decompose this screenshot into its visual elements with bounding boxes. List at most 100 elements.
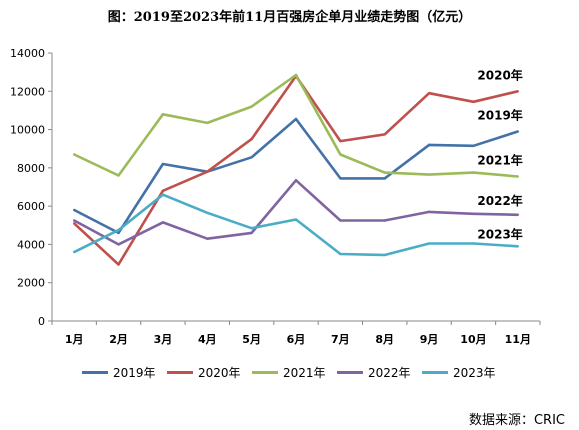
data-point	[383, 253, 386, 257]
data-point	[516, 175, 520, 178]
data-point	[206, 121, 209, 125]
data-point	[72, 208, 76, 212]
series-end-label: 2019年	[477, 107, 522, 122]
legend-label: 2020年	[198, 365, 241, 380]
legend-label: 2019年	[113, 365, 156, 380]
data-point	[72, 222, 76, 225]
data-point	[427, 143, 431, 147]
data-point	[427, 92, 431, 95]
data-point	[117, 231, 120, 235]
y-tick-label: 0	[38, 315, 45, 328]
x-tick-label: 1月	[65, 333, 84, 346]
y-tick-label: 4000	[17, 238, 45, 251]
data-point	[294, 179, 298, 182]
data-point	[206, 237, 209, 240]
data-point	[117, 263, 120, 266]
data-point	[206, 170, 209, 173]
data-point	[516, 245, 520, 248]
x-tick-label: 2月	[109, 333, 128, 346]
data-point	[339, 139, 342, 143]
data-point	[516, 213, 520, 216]
x-tick-label: 8月	[375, 333, 394, 346]
legend-label: 2021年	[283, 365, 326, 380]
data-point	[206, 211, 209, 215]
legend-label: 2023年	[453, 365, 496, 380]
data-point	[383, 219, 386, 222]
data-point	[339, 153, 342, 156]
data-point	[427, 210, 431, 214]
legend-item: 2019年	[82, 362, 156, 382]
data-point	[516, 130, 520, 133]
data-point	[161, 162, 165, 166]
legend-label: 2022年	[368, 365, 411, 380]
x-tick-label: 4月	[198, 333, 217, 346]
data-point	[250, 156, 253, 159]
data-point	[117, 228, 120, 232]
data-point	[161, 193, 165, 196]
data-source-note: 数据来源：CRIC	[468, 413, 565, 428]
legend-swatch	[252, 370, 278, 374]
series-end-label: 2020年	[477, 67, 522, 82]
data-point	[72, 219, 76, 222]
legend-item: 2021年	[252, 362, 326, 382]
y-tick-label: 12000	[10, 85, 45, 98]
data-point	[161, 113, 165, 116]
data-point	[294, 73, 298, 77]
data-point	[472, 100, 475, 104]
series-line-2020年	[73, 74, 519, 266]
x-tick-label: 3月	[154, 333, 173, 346]
data-point	[117, 174, 120, 177]
data-point	[250, 226, 253, 230]
data-point	[161, 221, 165, 224]
chart-legend: 2019年 2020年 2021年 2022年 2023年	[0, 362, 579, 382]
data-point	[383, 133, 386, 136]
chart-title: 图：2019至2023年前11月百强房企单月业绩走势图（亿元）	[107, 10, 472, 25]
x-tick-label: 6月	[287, 333, 306, 346]
y-tick-label: 8000	[17, 162, 45, 175]
data-point	[339, 252, 342, 256]
x-tick-label: 11月	[505, 333, 531, 346]
data-point	[427, 242, 431, 245]
data-point	[250, 105, 253, 108]
data-point	[472, 212, 475, 215]
data-point	[472, 144, 475, 148]
series-end-label: 2021年	[477, 152, 522, 167]
series-end-label: 2022年	[477, 193, 522, 208]
data-point	[250, 231, 253, 235]
x-tick-label: 9月	[420, 333, 439, 346]
series-line-2021年	[73, 73, 518, 178]
data-point	[294, 218, 298, 221]
data-point	[294, 117, 298, 121]
legend-swatch	[82, 370, 108, 374]
x-tick-label: 10月	[460, 333, 486, 346]
x-tick-label: 7月	[331, 333, 350, 346]
y-tick-label: 10000	[10, 124, 45, 137]
data-point	[383, 171, 386, 174]
data-point	[339, 219, 342, 222]
legend-swatch	[422, 370, 448, 374]
data-point	[427, 173, 431, 176]
data-point	[339, 177, 342, 180]
series-end-label: 2023年	[477, 226, 522, 241]
data-point	[72, 250, 76, 254]
data-point	[383, 177, 386, 180]
series-line-2023年	[73, 193, 518, 257]
line-chart: 0 2000 4000 6000 8000 10000 12000 14000 1月 2月 3月 4月…	[10, 47, 541, 346]
data-point	[472, 171, 475, 174]
legend-item: 2020年	[167, 362, 241, 382]
x-tick-label: 5月	[242, 333, 261, 346]
legend-swatch	[337, 370, 363, 374]
legend-item: 2023年	[422, 362, 496, 382]
data-point	[250, 137, 253, 141]
series-line-2019年	[73, 117, 519, 235]
y-tick-label: 14000	[10, 47, 45, 60]
data-point	[472, 242, 475, 245]
data-point	[516, 90, 520, 93]
y-tick-label: 6000	[17, 200, 45, 213]
legend-swatch	[167, 370, 193, 374]
data-point	[161, 189, 165, 193]
y-tick-label: 2000	[17, 277, 45, 290]
data-point	[117, 243, 120, 246]
data-point	[72, 153, 76, 156]
legend-item: 2022年	[337, 362, 411, 382]
